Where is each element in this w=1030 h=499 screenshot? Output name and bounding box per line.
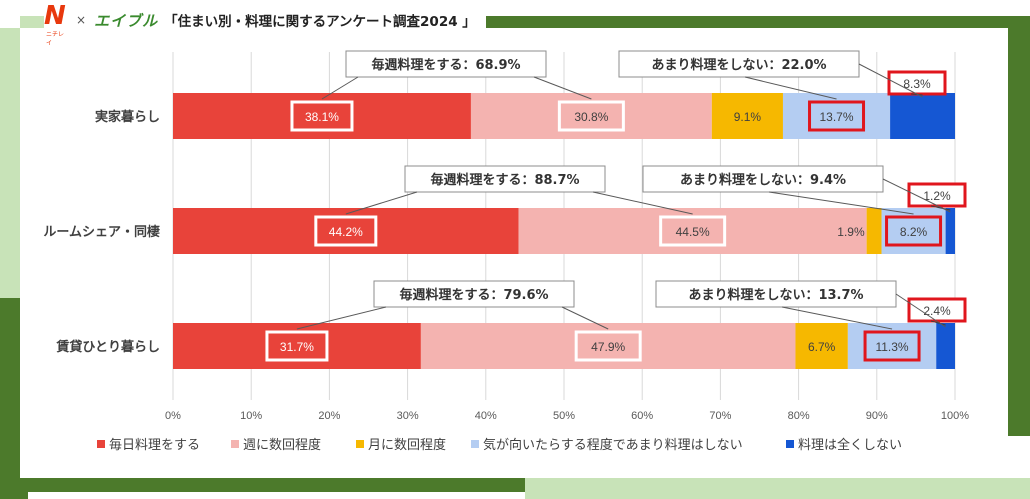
able-logo: エイブル xyxy=(94,11,159,30)
bar-segment xyxy=(795,323,848,369)
x-tick-label: 10% xyxy=(240,410,262,422)
value-highlight-box xyxy=(557,100,625,132)
data-label: 2.4% xyxy=(923,304,951,318)
bar-segment xyxy=(711,93,783,139)
value-highlight-box xyxy=(863,330,921,362)
data-label: 30.8% xyxy=(574,110,608,124)
x-tick-label: 40% xyxy=(475,410,497,422)
data-label: 44.2% xyxy=(329,225,363,239)
header: N ニチレイ × エイブル 「住まい別・料理に関するアンケート調査2024 」 xyxy=(44,3,486,47)
x-tick-label: 60% xyxy=(631,410,653,422)
callout-box xyxy=(345,50,547,78)
x-tick-label: 0% xyxy=(165,410,181,422)
callout-label: 毎週料理をする：68.9% xyxy=(371,57,520,73)
callout-label: あまり料理をしない：13.7% xyxy=(688,287,863,303)
nichirei-logo-subtext: ニチレイ xyxy=(46,31,65,47)
data-label: 44.5% xyxy=(676,225,710,239)
value-highlight-box xyxy=(574,330,642,362)
callout-label: 毎週料理をする：88.7% xyxy=(430,172,579,188)
bar-segment xyxy=(936,323,955,369)
data-label: 1.2% xyxy=(923,189,951,203)
leader-line xyxy=(592,191,693,215)
data-label: 6.7% xyxy=(808,340,836,354)
x-tick-label: 30% xyxy=(397,410,419,422)
legend-swatch xyxy=(356,440,364,448)
legend-label: 月に数回程度 xyxy=(368,437,446,453)
data-label: 11.3% xyxy=(875,340,908,354)
x-tick-label: 100% xyxy=(941,410,969,422)
x-tick-label: 20% xyxy=(318,410,340,422)
bar-segment xyxy=(866,208,882,254)
legend-label: 毎日料理をする xyxy=(109,437,200,453)
callout-box xyxy=(404,165,606,193)
leader-line xyxy=(533,76,592,100)
x-tick-label: 50% xyxy=(553,410,575,422)
bar-segment xyxy=(890,93,955,139)
bg-decor-dark-bottom xyxy=(20,478,525,492)
callout-box xyxy=(373,280,575,308)
legend-label: 週に数回程度 xyxy=(243,437,321,453)
x-tick-label: 70% xyxy=(709,410,731,422)
leader-line xyxy=(895,293,946,328)
value-highlight-box xyxy=(290,100,354,132)
legend-swatch xyxy=(97,440,105,448)
page-title: 「住まい別・料理に関するアンケート調査2024 」 xyxy=(164,14,476,30)
callout-box xyxy=(655,280,897,308)
value-highlight-box xyxy=(885,215,943,247)
category-label: ルームシェア・同棲 xyxy=(43,224,160,240)
leader-line xyxy=(930,205,951,211)
callout-label: あまり料理をしない：22.0% xyxy=(651,57,826,73)
nichirei-logo: N ニチレイ xyxy=(44,3,68,47)
bg-decor-dark-right xyxy=(1008,16,1030,436)
leader-line xyxy=(930,320,946,326)
category-label: 賃貸ひとり暮らし xyxy=(55,339,160,355)
collab-times-sign: × xyxy=(76,13,87,27)
legend-label: 料理は全くしない xyxy=(798,437,902,453)
leader-line xyxy=(768,191,914,215)
data-label: 13.7% xyxy=(820,110,854,124)
leader-line xyxy=(345,191,418,215)
data-label: 9.1% xyxy=(734,110,762,124)
bg-decor-dark-top-right xyxy=(480,16,1030,30)
value-highlight-box xyxy=(659,215,727,247)
category-label: 実家暮らし xyxy=(95,109,160,125)
value-highlight-box xyxy=(265,330,329,362)
callout-label: 毎週料理をする：79.6% xyxy=(399,287,548,303)
data-label: 38.1% xyxy=(305,110,339,124)
leader-line xyxy=(781,306,893,330)
leader-line xyxy=(744,76,837,100)
data-label: 1.9% xyxy=(837,225,865,239)
legend-swatch xyxy=(471,440,479,448)
nichirei-logo-mark: N xyxy=(44,1,66,31)
legend-swatch xyxy=(786,440,794,448)
data-label: 8.2% xyxy=(900,225,928,239)
leader-line xyxy=(321,76,359,100)
value-highlight-box xyxy=(314,215,378,247)
legend-swatch xyxy=(231,440,239,448)
x-tick-label: 90% xyxy=(866,410,888,422)
callout-box xyxy=(642,165,884,193)
x-tick-label: 80% xyxy=(788,410,810,422)
bg-decor-light-bottom xyxy=(525,478,1030,499)
data-label: 31.7% xyxy=(280,340,314,354)
value-highlight-box xyxy=(808,100,866,132)
data-label: 8.3% xyxy=(903,77,931,91)
leader-line xyxy=(858,63,923,98)
leader-line xyxy=(882,178,951,213)
callout-label: あまり料理をしない：9.4% xyxy=(680,172,846,188)
leader-line xyxy=(296,306,387,330)
leader-line xyxy=(561,306,609,330)
bar-segment xyxy=(945,208,955,254)
legend-label: 気が向いたらする程度であまり料理はしない xyxy=(483,437,743,453)
data-label: 47.9% xyxy=(591,340,625,354)
